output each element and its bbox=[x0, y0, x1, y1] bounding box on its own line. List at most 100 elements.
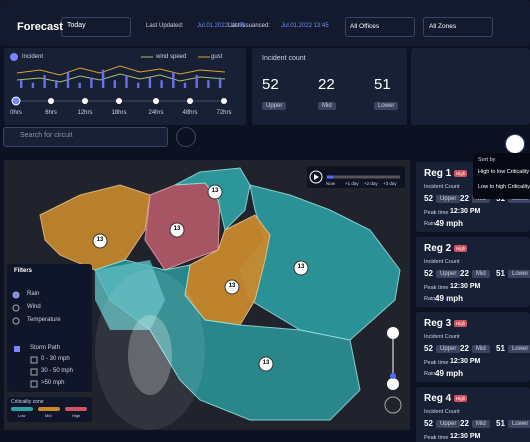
incident-bar bbox=[218, 77, 222, 88]
sort-menu: Sort by High to low Criticality Low to hig… bbox=[473, 153, 530, 199]
side-panel bbox=[411, 48, 530, 125]
marker-label[interactable]: 13 bbox=[262, 360, 270, 366]
time-knob bbox=[48, 98, 54, 104]
office-select[interactable] bbox=[345, 17, 415, 37]
layer-option[interactable]: Temperature bbox=[27, 317, 61, 323]
marker-label[interactable]: 13 bbox=[228, 283, 236, 289]
incident-bar bbox=[90, 77, 93, 88]
count-label: Incident Count bbox=[424, 184, 460, 190]
region-badge: High bbox=[454, 320, 468, 327]
region-badge: High bbox=[454, 395, 468, 402]
checkbox bbox=[30, 380, 38, 388]
speed-option[interactable]: >50 mph bbox=[41, 380, 65, 386]
speed-option[interactable]: 30 - 50 mph bbox=[41, 368, 74, 374]
gust-line bbox=[16, 65, 226, 76]
incident-bar bbox=[43, 75, 46, 88]
wind-line bbox=[16, 73, 226, 83]
rain-value: 49 mph bbox=[435, 369, 464, 378]
marker bbox=[207, 184, 223, 200]
layer-option[interactable]: Rain bbox=[27, 291, 40, 297]
zoom-out[interactable] bbox=[387, 378, 399, 390]
region-count: 52 bbox=[424, 419, 433, 428]
region-card[interactable]: Reg 2 High Incident Count 52 Upper 22 Mid 51 Low… bbox=[416, 237, 530, 307]
zone-light[interactable] bbox=[95, 260, 165, 330]
date-select[interactable]: Today bbox=[67, 22, 86, 29]
region-count-label: Upper bbox=[436, 270, 461, 278]
incident-bar bbox=[113, 80, 116, 88]
marker-label[interactable]: 13 bbox=[173, 226, 181, 232]
region-card[interactable]: Reg 4 High Incident Count 52 Upper 22 Mid 51 Low… bbox=[416, 387, 530, 442]
region-name: Reg 3 bbox=[424, 318, 452, 329]
marker bbox=[169, 222, 185, 238]
region-count: 51 bbox=[496, 419, 505, 428]
time-knob bbox=[221, 98, 227, 104]
criticality-level: Low bbox=[18, 413, 26, 418]
sort-option[interactable]: Low to high Criticality bbox=[478, 184, 530, 190]
marker-label[interactable]: 13 bbox=[211, 188, 219, 194]
incident-bar bbox=[55, 80, 58, 88]
incident-count-panel bbox=[252, 48, 407, 125]
region-count: 22 bbox=[460, 419, 469, 428]
layer-option[interactable]: Wind bbox=[27, 304, 41, 310]
storm-path-label[interactable]: Storm Path bbox=[30, 345, 61, 351]
peak-time: 12:30 PM bbox=[450, 208, 481, 215]
search-box[interactable] bbox=[3, 127, 168, 147]
marker bbox=[92, 233, 108, 249]
peak-time: 12:30 PM bbox=[450, 433, 481, 440]
incident-bar bbox=[125, 75, 128, 88]
region-count-label: Upper bbox=[436, 195, 461, 203]
last-updated: Jul.01.2022 13:45 bbox=[197, 23, 245, 29]
speed-option[interactable]: 0 - 30 mph bbox=[41, 356, 70, 362]
checkbox bbox=[14, 346, 20, 352]
play-button[interactable] bbox=[309, 170, 323, 184]
office-select-text[interactable]: All Offices bbox=[350, 23, 380, 30]
time-label: 48hrs bbox=[182, 110, 198, 116]
incident-bar bbox=[183, 82, 187, 88]
region-count-label: Upper bbox=[436, 420, 461, 428]
legend-label: gust bbox=[211, 54, 223, 60]
zoom-in[interactable] bbox=[387, 327, 399, 339]
legend-label: wind speed bbox=[156, 54, 187, 60]
marker-label[interactable]: 13 bbox=[297, 264, 305, 270]
region-card[interactable]: Reg 3 High Incident Count 52 Upper 22 Mid 51 Low… bbox=[416, 312, 530, 382]
incident-bar bbox=[172, 72, 175, 88]
checkbox bbox=[30, 356, 38, 364]
playback-step: Now bbox=[326, 181, 336, 186]
rain-label: Rain bbox=[424, 221, 436, 227]
incident-bar bbox=[66, 72, 70, 88]
time-label: 18hrs bbox=[111, 110, 127, 116]
sort-title: Sort by bbox=[478, 157, 496, 163]
checkbox bbox=[30, 368, 38, 376]
time-knob bbox=[11, 96, 21, 106]
region-count: 22 bbox=[460, 269, 469, 278]
zone-select-text[interactable]: All Zones bbox=[429, 23, 457, 30]
region-count: 52 bbox=[424, 194, 433, 203]
incident-bar bbox=[207, 80, 210, 88]
time-knob bbox=[116, 98, 122, 104]
count-label: Lower bbox=[374, 102, 399, 110]
page-title: Forecast bbox=[17, 21, 63, 33]
legend-incident-dot bbox=[10, 53, 18, 61]
date-picker[interactable] bbox=[61, 17, 131, 37]
zone-orange[interactable] bbox=[39, 184, 151, 271]
peak-label: Peak time bbox=[424, 435, 449, 441]
region-count-label: Lower bbox=[508, 270, 530, 278]
time-knob bbox=[187, 98, 193, 104]
zone-select[interactable] bbox=[423, 17, 493, 37]
compass[interactable] bbox=[384, 396, 402, 414]
count-label: Incident Count bbox=[424, 259, 460, 265]
marker-label[interactable]: 13 bbox=[96, 237, 104, 243]
sort-option[interactable]: High to low Criticality bbox=[478, 169, 530, 175]
region-count-label: Lower bbox=[508, 345, 530, 353]
region-count: 52 bbox=[424, 344, 433, 353]
filter-button[interactable] bbox=[176, 127, 196, 147]
criticality-level: Mid bbox=[45, 413, 52, 418]
search-placeholder[interactable]: Search for circuit bbox=[20, 132, 73, 139]
count-value: 52 bbox=[262, 76, 279, 93]
time-label: 24hrs bbox=[148, 110, 164, 116]
time-label: 72hrs bbox=[216, 110, 232, 116]
zoom-handle[interactable] bbox=[390, 373, 396, 379]
peak-time: 12:30 PM bbox=[450, 283, 481, 290]
criticality-swatch bbox=[38, 407, 60, 411]
